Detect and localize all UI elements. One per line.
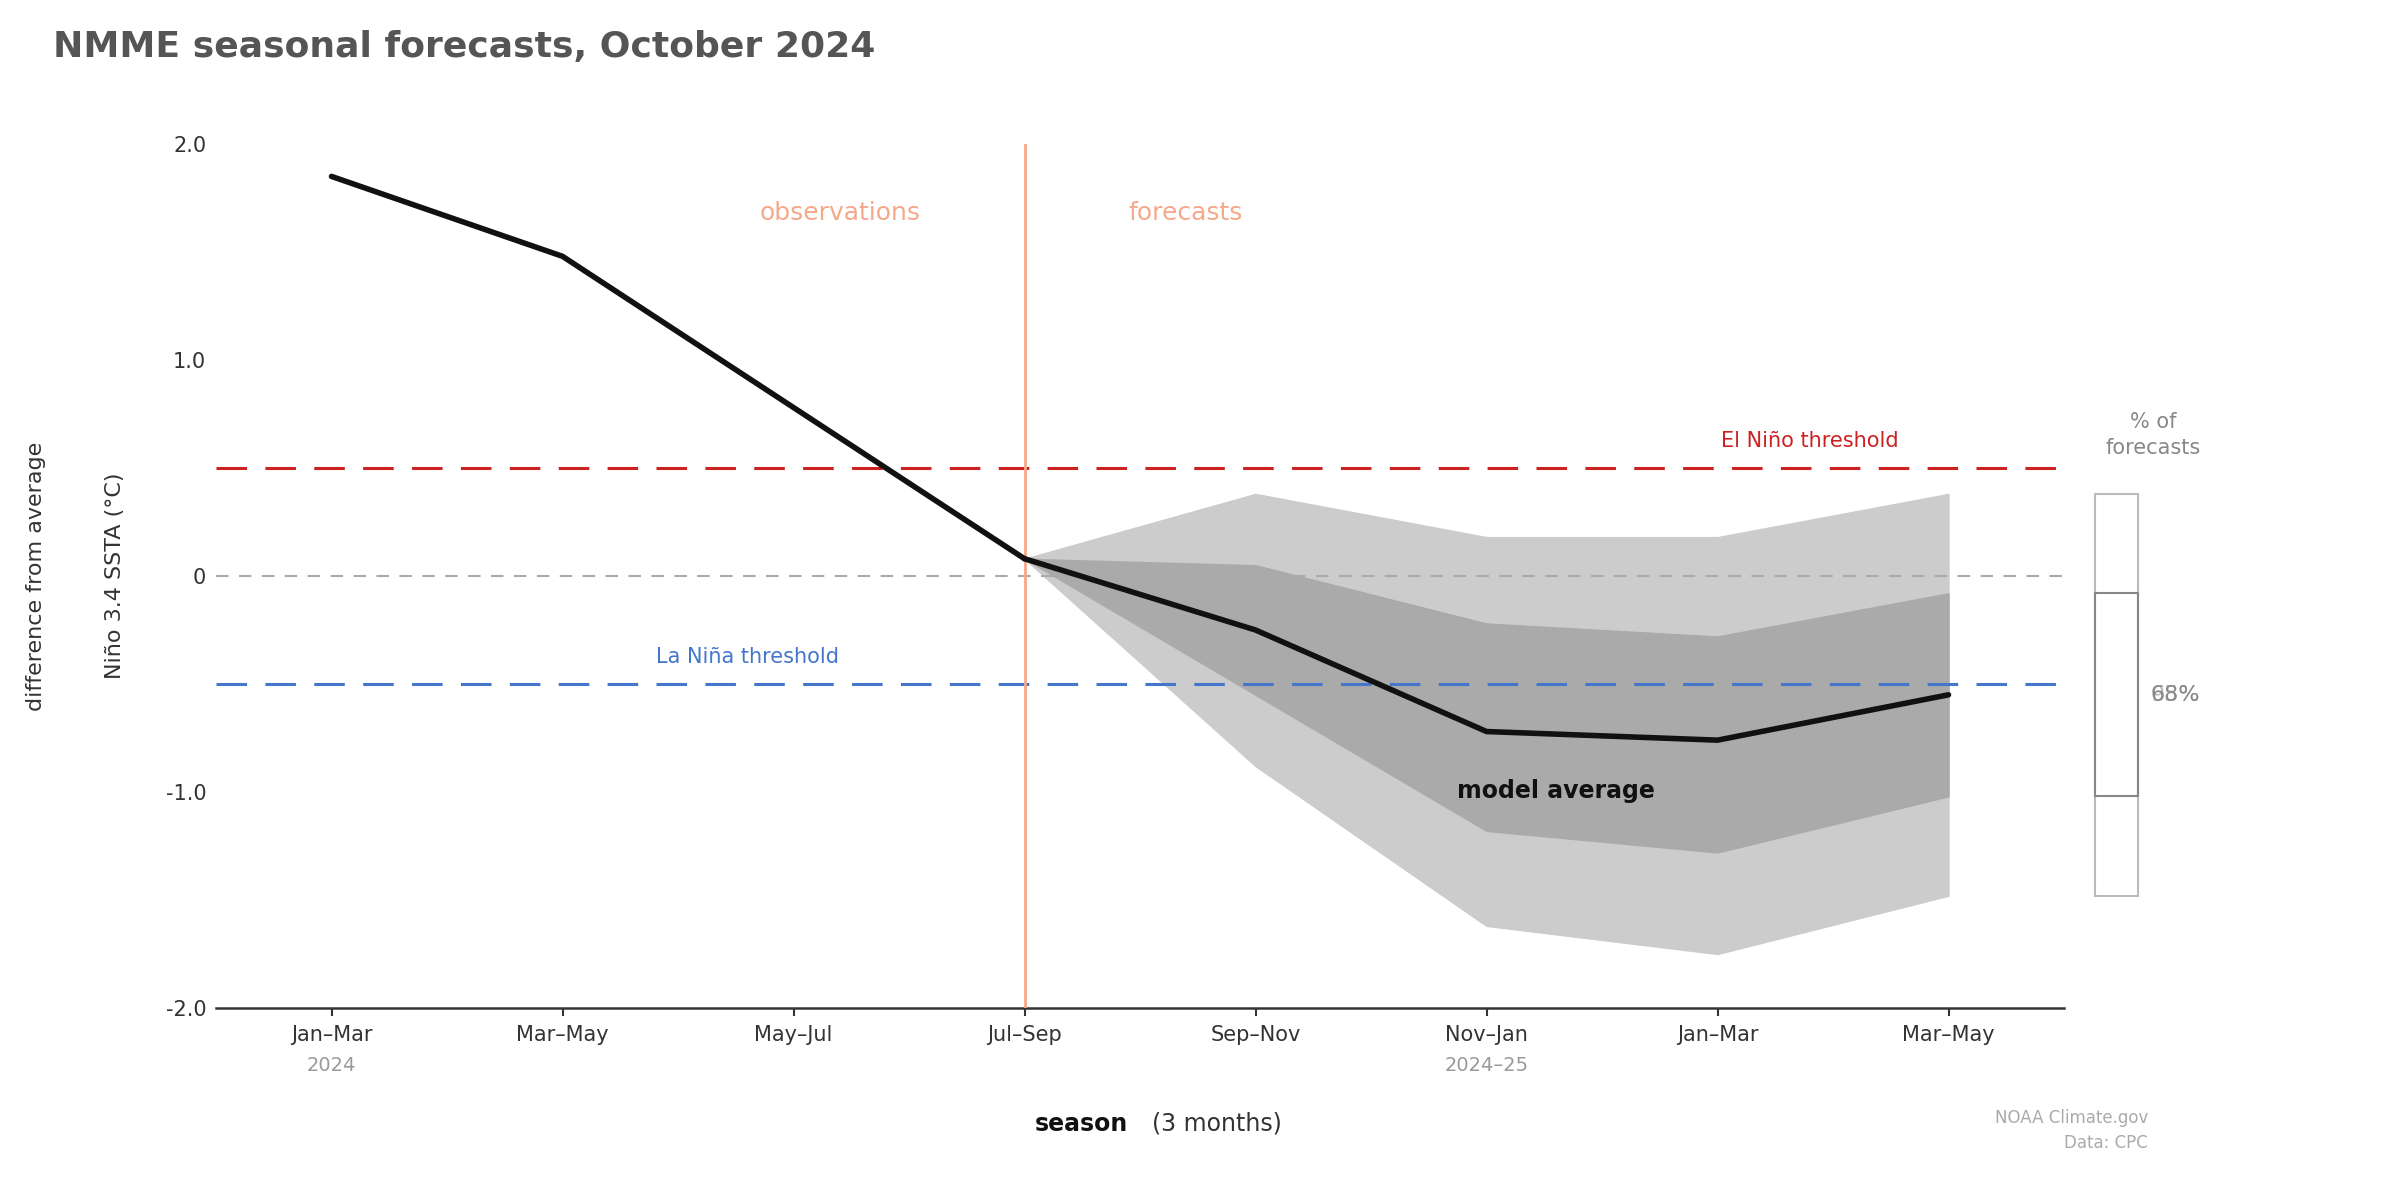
Text: model average: model average: [1457, 779, 1654, 803]
Text: season: season: [1034, 1111, 1128, 1135]
Text: observations: observations: [758, 202, 922, 226]
Text: 68%: 68%: [2150, 685, 2201, 704]
Text: (3 months): (3 months): [1152, 1111, 1282, 1135]
Text: 95%: 95%: [2150, 685, 2201, 704]
Text: 2024–25: 2024–25: [1445, 1056, 1529, 1074]
Text: % of
forecasts: % of forecasts: [2105, 412, 2201, 458]
Text: NMME seasonal forecasts, October 2024: NMME seasonal forecasts, October 2024: [53, 30, 876, 64]
Text: El Niño threshold: El Niño threshold: [1721, 431, 1898, 451]
Text: 2024: 2024: [307, 1056, 355, 1074]
Text: Niño 3.4 SSTA (°C): Niño 3.4 SSTA (°C): [106, 473, 125, 679]
Text: forecasts: forecasts: [1128, 202, 1243, 226]
Text: NOAA Climate.gov
Data: CPC: NOAA Climate.gov Data: CPC: [1994, 1109, 2148, 1152]
Text: La Niña threshold: La Niña threshold: [655, 647, 840, 667]
Text: difference from average: difference from average: [26, 442, 46, 710]
